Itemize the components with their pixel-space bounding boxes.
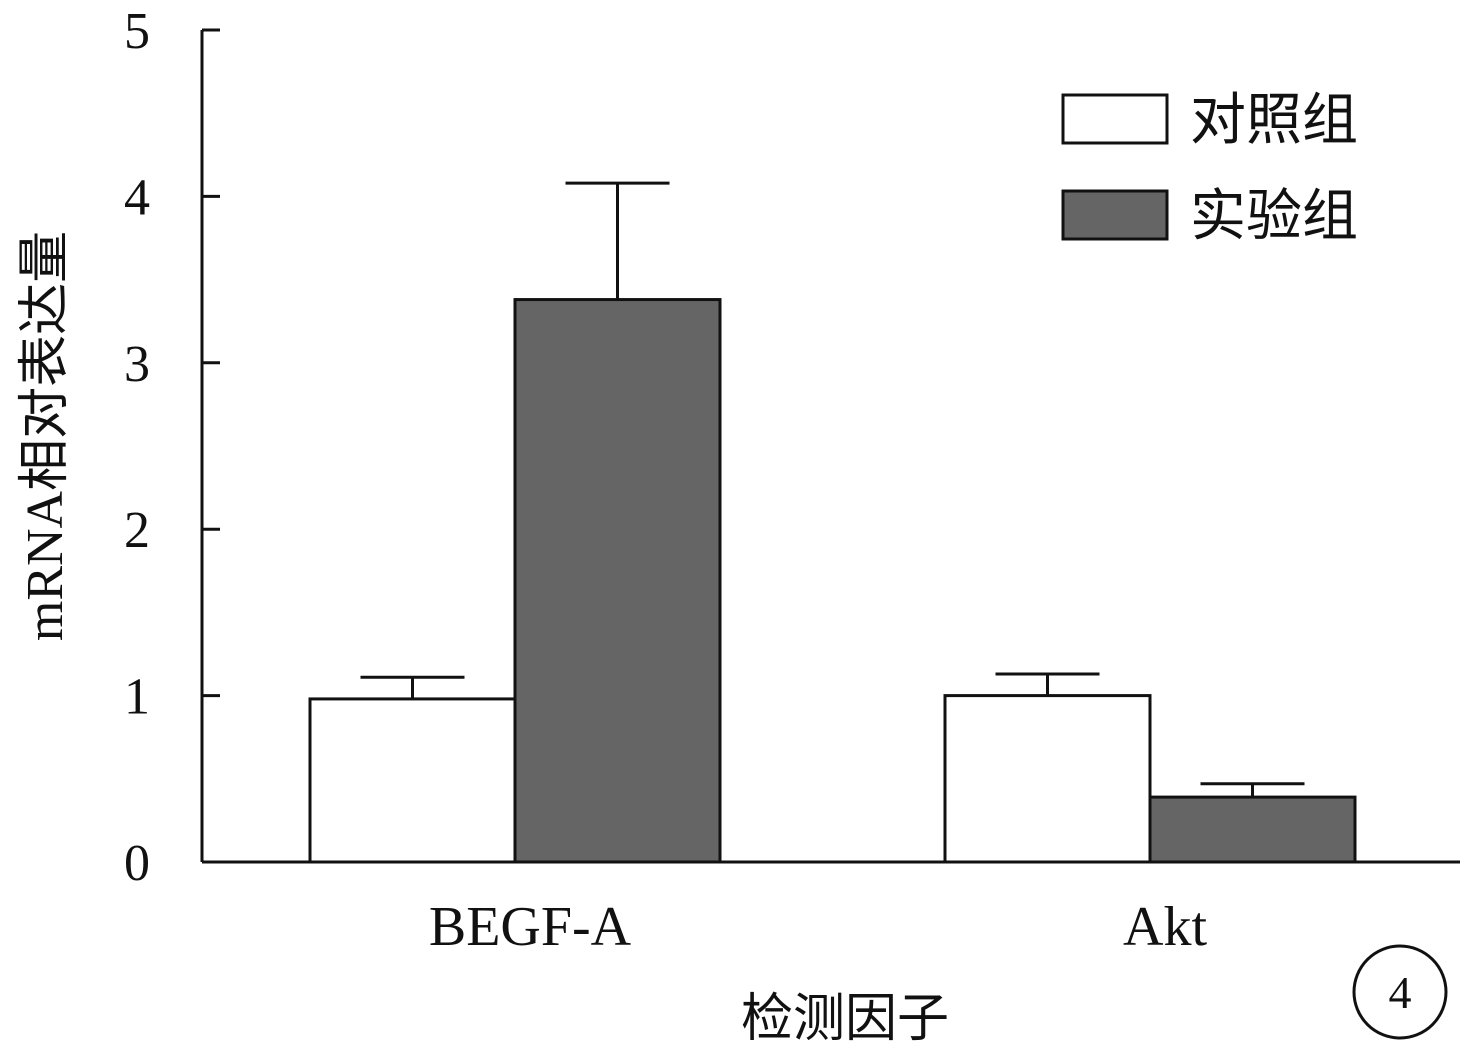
- badge-label: 4: [1389, 967, 1412, 1018]
- y-axis-title: mRNA相对表达量: [17, 231, 74, 641]
- legend-label: 对照组: [1190, 90, 1358, 152]
- bar-experiment-1: [1148, 795, 1357, 864]
- legend-label: 实验组: [1190, 186, 1358, 248]
- y-tick-label: 1: [124, 669, 150, 726]
- legend-swatch: [1061, 93, 1169, 145]
- legend-swatch: [1061, 189, 1169, 241]
- bar-control-0: [308, 697, 517, 864]
- x-axis-title: 检测因子: [741, 991, 949, 1048]
- y-tick-label: 0: [124, 835, 150, 892]
- axes-group: [200, 30, 1460, 864]
- bar-experiment-0: [513, 298, 722, 864]
- bar-control-1: [943, 694, 1152, 864]
- panel-number-badge: 4: [1352, 944, 1448, 1040]
- y-tick-label: 2: [124, 502, 150, 559]
- x-category-label: Akt: [1123, 896, 1207, 958]
- y-tick-label: 3: [124, 336, 150, 393]
- badge-circle: [1352, 944, 1448, 1040]
- y-ticks-group: 0 1 2 3 4 5: [124, 3, 220, 892]
- x-category-label: BEGF-A: [429, 896, 632, 958]
- y-tick-label: 5: [124, 3, 150, 60]
- y-tick-label: 4: [124, 169, 150, 226]
- error-bars-group: [360, 181, 1305, 798]
- bars-group: [308, 298, 1357, 864]
- x-categories-group: BEGF-A Akt: [429, 896, 1208, 958]
